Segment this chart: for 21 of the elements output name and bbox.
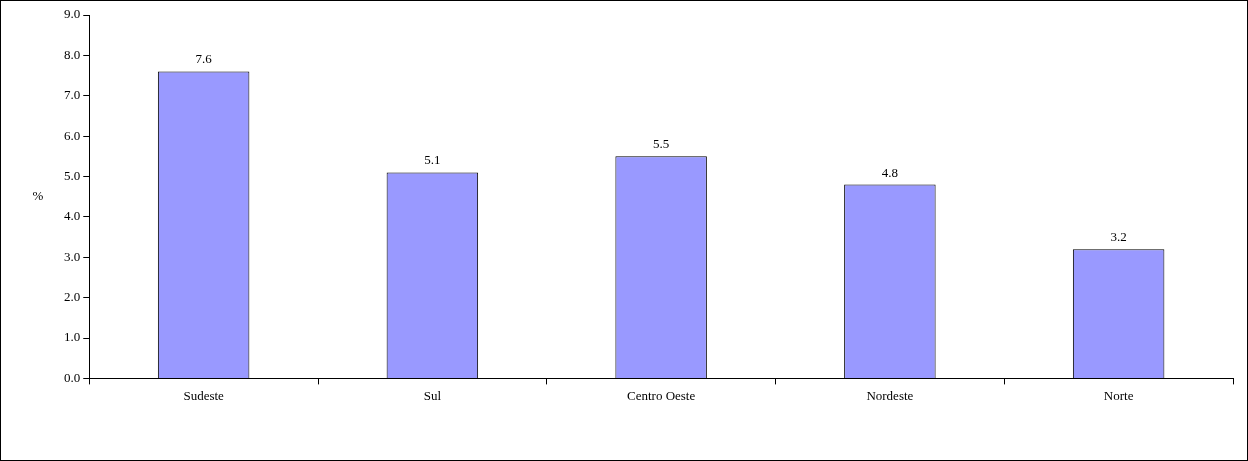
x-tick-label: Centro Oeste — [627, 387, 696, 403]
y-tick-label: 1.0 — [64, 329, 81, 345]
y-tick-label: 6.0 — [64, 127, 81, 143]
y-tick-label: 5.0 — [64, 167, 81, 183]
y-tick-label: 3.0 — [64, 248, 81, 264]
y-axis-title: % — [32, 188, 44, 204]
data-label: 7.6 — [195, 51, 213, 67]
data-label: 5.1 — [424, 152, 441, 168]
y-tick-label: 0.0 — [64, 369, 81, 385]
data-label: 4.8 — [881, 164, 898, 180]
x-tick-label: Nordeste — [866, 387, 914, 403]
data-label: 5.5 — [653, 136, 670, 152]
data-label: 3.2 — [1110, 229, 1127, 245]
y-tick-label: 8.0 — [64, 46, 81, 62]
y-tick-label: 2.0 — [64, 289, 81, 305]
y-tick-label: 7.0 — [64, 87, 81, 103]
x-tick-label: Norte — [1103, 387, 1134, 403]
x-tick-label: Sul — [423, 387, 442, 403]
y-tick-label: 4.0 — [64, 208, 81, 224]
x-tick-label: Sudeste — [183, 387, 225, 403]
y-tick-label: 9.0 — [64, 6, 81, 22]
